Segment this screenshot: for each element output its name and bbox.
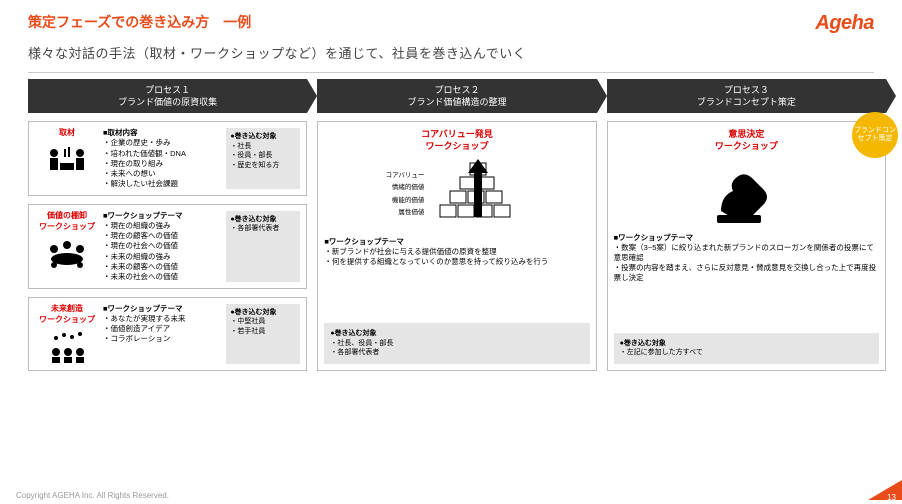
future-icon	[42, 330, 92, 364]
process-2-column: プロセス２ ブランド価値構造の整理 コアバリュー発見 ワークショップ コアバリュ…	[317, 79, 596, 371]
list-item: 歴史を知る方	[230, 161, 296, 170]
list-item: 新ブランドが社会に与える提供価値の原資を整理	[324, 247, 589, 257]
process-1-name: ブランド価値の原資収集	[118, 97, 217, 107]
copyright: Copyright AGEHA Inc. All Rights Reserved…	[16, 491, 169, 500]
p1-card-1: 価値の棚卸 ワークショップ ■ワークショップテーマ現在の組織の強み現在の顧客への価…	[28, 204, 307, 289]
list-item: 価値創造アイデア	[103, 324, 222, 334]
list-item: 未来の顧客への価値	[103, 262, 222, 272]
p1-mid-heading: ■ワークショップテーマ	[103, 304, 222, 314]
pyramid-labels: コアバリュー情緒的価値機能的価値属性価値	[386, 170, 425, 219]
p1-card-0: 取材 ■取材内容企業の歴史・歩み培われた価値観・DNA現在の取り組み未来への想い解…	[28, 121, 307, 196]
pyramid-label: 機能的価値	[386, 195, 425, 207]
list-item: 解決したい社会課題	[103, 179, 222, 189]
process-2-num: プロセス２	[321, 84, 592, 96]
list-item: 現在の取り組み	[103, 159, 222, 169]
pyramid-label: コアバリュー	[386, 170, 425, 182]
p1-right-heading: ●巻き込む対象	[230, 308, 296, 317]
list-item: 未来の社会への価値	[103, 272, 222, 282]
process-2-body: ■ワークショップテーマ 新ブランドが社会に与える提供価値の原資を整理何を提供する…	[324, 237, 589, 267]
p1-label: 価値の棚卸 ワークショップ	[39, 211, 95, 233]
pyramid-label: 情緒的価値	[386, 182, 425, 194]
process-3-column: プロセス３ ブランドコンセプト策定 意思決定 ワークショップ ■ワークショップテ…	[607, 79, 886, 371]
list-item: 企業の歴史・歩み	[103, 138, 222, 148]
list-item: 左記に参加した方すべて	[620, 348, 873, 357]
p3-gray-heading: ●巻き込む対象	[620, 339, 873, 348]
corner-accent	[868, 480, 902, 500]
list-item: 中堅社員	[230, 317, 296, 326]
list-item: 何を提供する組織となっていくのか意思を持って絞り込みを行う	[324, 257, 589, 267]
p2-gray-heading: ●巻き込む対象	[330, 329, 583, 338]
ws-title-2: コアバリュー発見 ワークショップ	[324, 128, 589, 152]
logo: Ageha	[815, 12, 874, 35]
list-item: 役員・部長	[230, 151, 296, 160]
footer: Copyright AGEHA Inc. All Rights Reserved…	[0, 476, 902, 504]
process-2-name: ブランド価値構造の整理	[407, 97, 506, 107]
process-2-card: コアバリュー発見 ワークショップ コアバリュー情緒的価値機能的価値属性価値 ■ワ…	[317, 121, 596, 370]
list-item: 現在の社会への価値	[103, 241, 222, 251]
ws-title-3: 意思決定 ワークショップ	[614, 128, 879, 152]
process-3-num: プロセス３	[611, 84, 882, 96]
list-item: 数案（3~5案）に絞り込まれた新ブランドのスローガンを関係者の投票にて意思確認	[614, 243, 879, 263]
list-item: 社長、役員・部長	[330, 339, 583, 348]
p1-mid-heading: ■ワークショップテーマ	[103, 211, 222, 221]
process-2-header: プロセス２ ブランド価値構造の整理	[317, 79, 596, 113]
process-2-targets: ●巻き込む対象 社長、役員・部長各部署代表者	[324, 323, 589, 363]
process-columns: プロセス１ ブランド価値の原資収集 取材 ■取材内容企業の歴史・歩み培われた価値観…	[0, 79, 902, 371]
list-item: 投票の内容を踏まえ、さらに反対意見・賛成意見を交換し合った上で再度投票し決定	[614, 263, 879, 283]
process-3-header: プロセス３ ブランドコンセプト策定	[607, 79, 886, 113]
page-title: 策定フェーズでの巻き込み方 一例	[28, 12, 251, 32]
process-3-name: ブランドコンセプト策定	[697, 97, 796, 107]
pyramid-label: 属性価値	[386, 207, 425, 219]
meeting-icon	[42, 237, 92, 271]
interview-icon	[42, 143, 92, 177]
list-item: 未来への想い	[103, 169, 222, 179]
process-3-card: 意思決定 ワークショップ ■ワークショップテーマ 数案（3~5案）に絞り込まれた…	[607, 121, 886, 370]
list-item: 現在の顧客への価値	[103, 231, 222, 241]
page-number: 13	[887, 493, 896, 502]
p1-label: 取材	[59, 128, 75, 139]
process-1-num: プロセス１	[32, 84, 303, 96]
list-item: 各部署代表者	[330, 348, 583, 357]
process-3-body: ■ワークショップテーマ 数案（3~5案）に絞り込まれた新ブランドのスローガンを関…	[614, 233, 879, 284]
list-item: コラボレーション	[103, 334, 222, 344]
process-1-header: プロセス１ ブランド価値の原資収集	[28, 79, 307, 113]
process-3-targets: ●巻き込む対象 左記に参加した方すべて	[614, 333, 879, 364]
p1-card-2: 未来創造 ワークショップ ■ワークショップテーマあなたが実現する未来価値創造アイデ…	[28, 297, 307, 371]
page-subtitle: 様々な対話の手法（取材・ワークショップなど）を通じて、社員を巻き込んでいく	[0, 39, 902, 72]
p2-body-heading: ■ワークショップテーマ	[324, 237, 589, 247]
p1-mid-heading: ■取材内容	[103, 128, 222, 138]
list-item: 培われた価値観・DNA	[103, 149, 222, 159]
list-item: 各部署代表者	[230, 224, 296, 233]
list-item: 現在の組織の強み	[103, 221, 222, 231]
list-item: 未来の組織の強み	[103, 252, 222, 262]
process-1-column: プロセス１ ブランド価値の原資収集 取材 ■取材内容企業の歴史・歩み培われた価値観…	[28, 79, 307, 371]
p3-body-heading: ■ワークショップテーマ	[614, 233, 879, 243]
pyramid-icon	[428, 159, 528, 231]
list-item: あなたが実現する未来	[103, 314, 222, 324]
decision-icon	[711, 161, 781, 225]
p1-label: 未来創造 ワークショップ	[39, 304, 95, 326]
p1-right-heading: ●巻き込む対象	[230, 132, 296, 141]
divider	[28, 72, 874, 73]
concept-badge: ブランドコンセプト策定	[852, 112, 898, 158]
list-item: 若手社員	[230, 327, 296, 336]
p1-right-heading: ●巻き込む対象	[230, 215, 296, 224]
list-item: 社長	[230, 142, 296, 151]
